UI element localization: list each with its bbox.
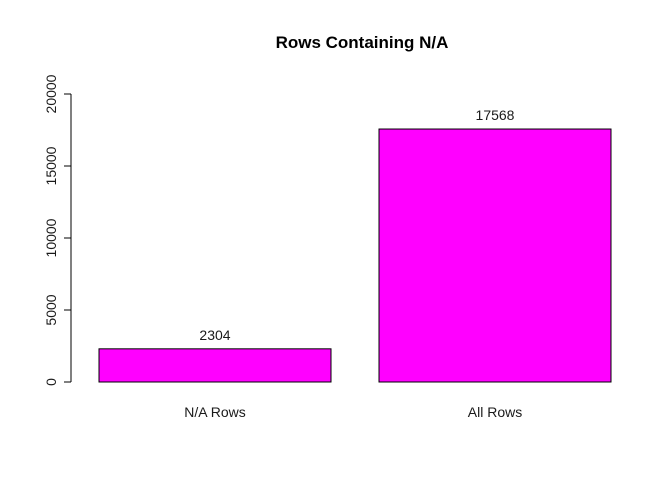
y-tick-label: 0 bbox=[43, 378, 59, 386]
y-tick-label: 20000 bbox=[43, 74, 59, 113]
chart-title: Rows Containing N/A bbox=[276, 33, 449, 52]
data-labels: 2304 17568 bbox=[199, 107, 514, 343]
bar bbox=[98, 348, 332, 383]
bar-value-label: 17568 bbox=[476, 107, 515, 123]
y-tick-label: 10000 bbox=[43, 218, 59, 257]
y-tick-label: 5000 bbox=[43, 294, 59, 325]
category-labels: N/A Rows All Rows bbox=[184, 404, 522, 420]
category-label: N/A Rows bbox=[184, 404, 245, 420]
bar-value-label: 2304 bbox=[199, 327, 230, 343]
y-axis: 0 5000 10000 15000 20000 bbox=[43, 74, 72, 386]
bar bbox=[378, 128, 612, 383]
y-tick-label: 15000 bbox=[43, 146, 59, 185]
bars bbox=[98, 128, 612, 383]
category-label: All Rows bbox=[468, 404, 522, 420]
